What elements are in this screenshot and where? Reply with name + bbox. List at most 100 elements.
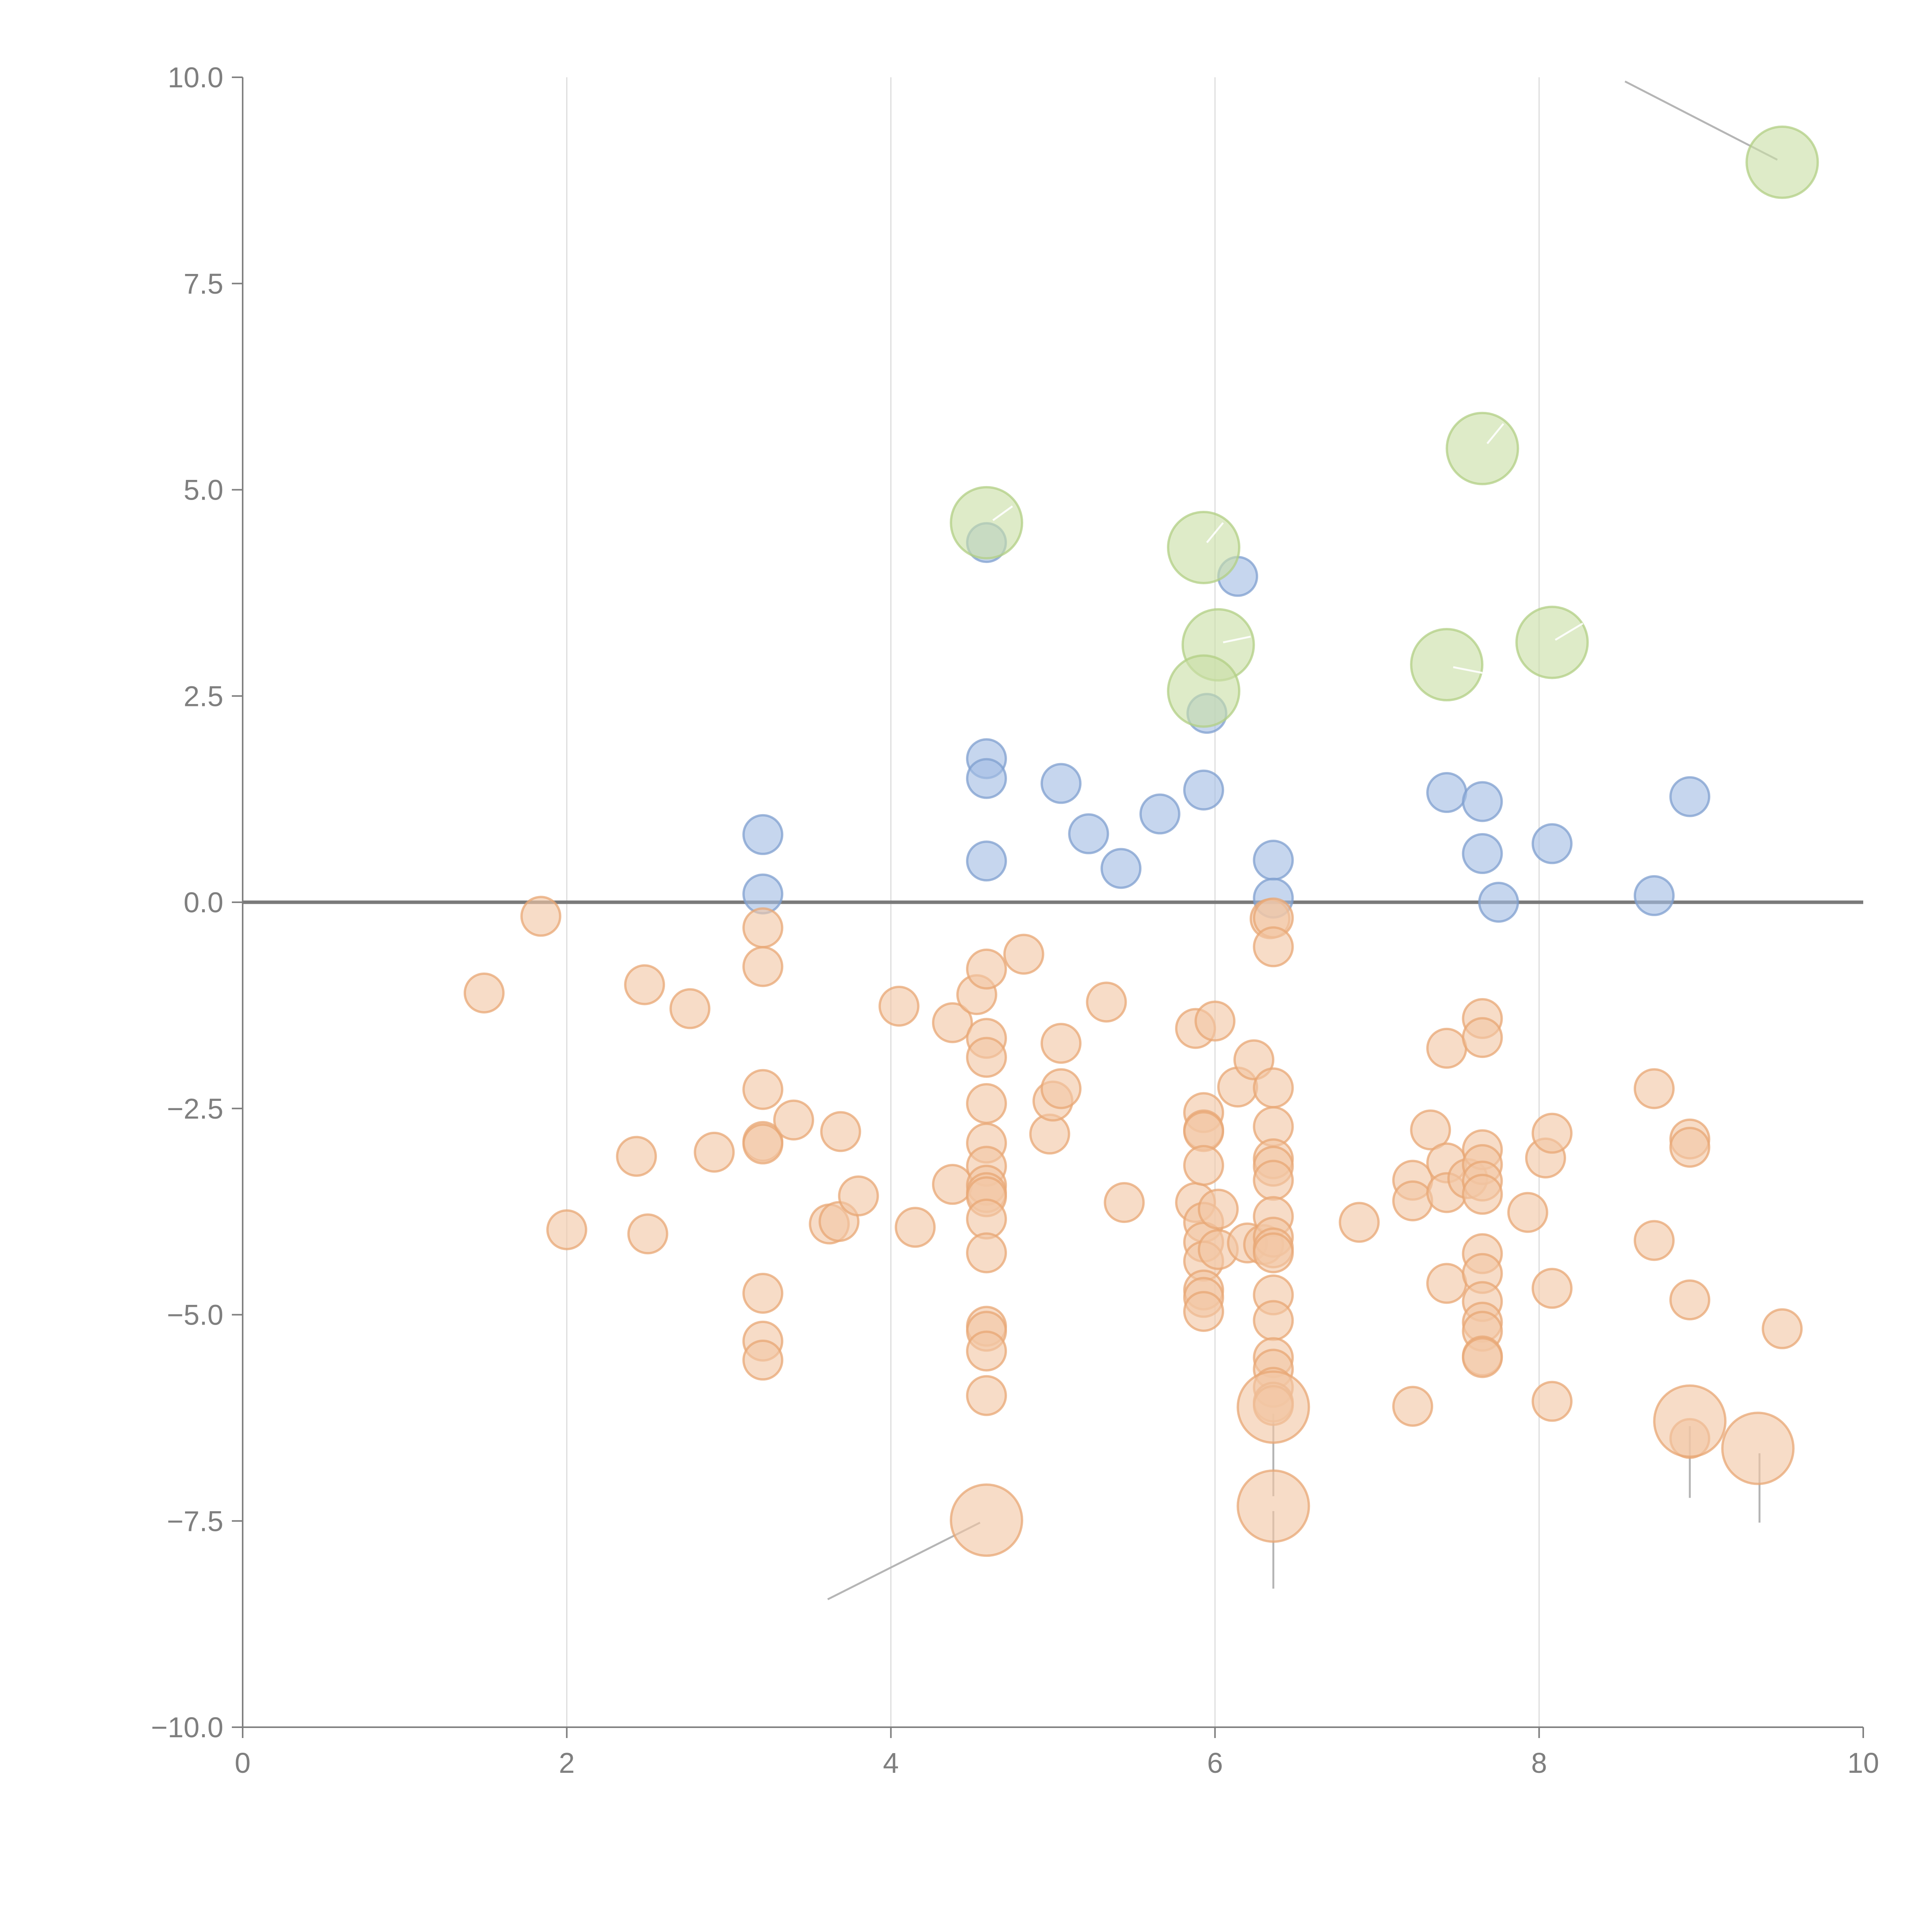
scatter-point-s1-24 [932,1164,973,1205]
scatter-point-s1-112 [1531,1268,1573,1309]
scatter-point-s3-1 [1236,1370,1310,1444]
scatter-point-s3-0 [950,1483,1024,1557]
scatter-point-s1-9 [742,946,784,987]
scatter-point-s0-18 [1531,823,1573,864]
scatter-point-s1-88 [1392,1180,1434,1221]
scatter-point-s0-6 [1068,813,1109,854]
x-tick-label-4: 8 [1531,1747,1547,1779]
y-tick-label-6: −5.0 [167,1299,223,1331]
annotation-line-8 [1223,636,1251,643]
scatter-point-s1-53 [1183,1145,1225,1186]
scatter-point-s1-113 [1531,1381,1573,1422]
scatter-point-s1-40 [966,1375,1007,1416]
scatter-point-s1-21 [878,986,920,1027]
scatter-point-s0-15 [1462,781,1503,822]
scatter-point-s1-39 [966,1330,1007,1372]
axes-layer: 0 2 4 6 8 10 10.0 7.5 5.0 2.5 0.0 −2.5 −5.0 −7.5 −10.0 [151,61,1879,1779]
scatter-point-s0-14 [1426,772,1468,813]
scatter-point-s0-4 [966,840,1007,882]
scatter-point-s1-97 [1462,1017,1503,1058]
y-tick-label-4: 0.0 [184,886,223,918]
y-tick-label-5: −2.5 [167,1093,223,1125]
y-tick-label-3: 2.5 [184,680,223,712]
scatter-point-s1-91 [1426,1027,1468,1069]
scatter-point-s2-5 [1446,412,1519,485]
light-annotation-layer [992,423,1583,674]
scatter-point-s1-5 [627,1213,668,1255]
scatter-point-s1-12 [742,1123,784,1165]
scatter-point-s1-44 [1040,1068,1082,1109]
scatter-point-s0-16 [1462,833,1503,874]
scatter-point-s1-20 [838,1175,879,1217]
scatter-point-s1-61 [1197,1189,1239,1230]
scatter-point-s0-0 [742,814,784,855]
scatter-point-s3-4 [1721,1412,1795,1485]
scatter-point-s1-60 [1194,1000,1236,1042]
scatter-point-s1-118 [1669,1279,1711,1321]
scatter-point-s1-70 [1253,1067,1294,1109]
annotation-line-11 [1554,622,1583,641]
scatter-point-s1-47 [1104,1182,1145,1223]
scatter-point-s1-46 [1086,981,1127,1023]
scatter-point-s0-20 [1669,776,1711,817]
scatter-point-s2-1 [1167,510,1241,584]
scatter-point-s3-3 [1653,1384,1727,1458]
scatter-point-s1-117 [1669,1127,1711,1168]
scatter-point-s1-26 [966,948,1007,990]
scatter-point-s0-5 [1040,763,1082,804]
scatter-point-s3-2 [1236,1469,1310,1543]
annotation-line-7 [1206,522,1224,543]
scatter-point-s1-59 [1183,1291,1225,1332]
scatter-point-s2-4 [1410,628,1484,702]
scatter-point-s1-15 [742,1339,784,1381]
scatter-point-s1-69 [1253,926,1294,968]
scatter-point-s1-115 [1633,1220,1675,1261]
y-tick-label-7: −7.5 [167,1505,223,1537]
scatter-point-s1-10 [742,1069,784,1110]
scatter-point-s1-86 [1338,1202,1380,1243]
y-tick-label-1: 7.5 [184,268,223,300]
scatter-point-s1-109 [1507,1192,1548,1233]
scatter-point-s1-94 [1426,1263,1468,1304]
scatter-point-s0-12 [1253,840,1294,881]
scatter-point-s0-19 [1633,875,1675,916]
scatter-point-s1-1 [520,896,561,937]
scatter-point-s1-28 [966,1037,1007,1078]
scatter-point-s1-13 [742,1272,784,1314]
scatter-point-s1-120 [1762,1308,1803,1349]
scatter-point-s1-22 [895,1207,936,1248]
scatter-point-s1-80 [1253,1300,1294,1341]
y-tick-label-8: −10.0 [151,1711,223,1743]
scatter-point-s0-9 [1183,769,1225,811]
scatter-point-s0-3 [966,758,1007,799]
scatter-point-s0-17 [1478,882,1519,923]
x-tick-label-0: 0 [235,1747,250,1779]
scatter-point-s1-29 [966,1083,1007,1124]
scatter-point-s2-3 [1167,654,1241,728]
scatter-point-s1-23 [932,1002,973,1043]
scatter-point-s1-3 [616,1136,657,1177]
scatter-point-s1-6 [669,988,711,1029]
x-tick-label-1: 2 [559,1747,575,1779]
y-tick-label-0: 10.0 [168,61,223,94]
scatter-point-s1-114 [1633,1068,1675,1109]
x-tick-label-3: 6 [1207,1747,1223,1779]
scatter-point-s1-4 [624,964,665,1005]
scatter-point-s0-8 [1139,793,1180,835]
scatter-point-s1-41 [1003,934,1044,975]
scatter-point-s1-16 [773,1099,814,1141]
scatter-point-s1-89 [1392,1386,1434,1427]
annotation-line-6 [992,505,1013,521]
scatter-point-s1-36 [966,1232,1007,1274]
scatter-point-s1-0 [463,972,505,1014]
scatter-point-s1-108 [1462,1337,1503,1378]
scatter-point-s1-90 [1410,1109,1451,1151]
scatter-point-s2-7 [1745,125,1819,199]
x-tick-label-2: 4 [883,1747,899,1779]
x-tick-label-5: 10 [1847,1747,1879,1779]
y-tick-label-2: 5.0 [184,474,223,506]
scatter-point-s0-7 [1100,848,1142,889]
annotation-line-9 [1453,666,1483,674]
